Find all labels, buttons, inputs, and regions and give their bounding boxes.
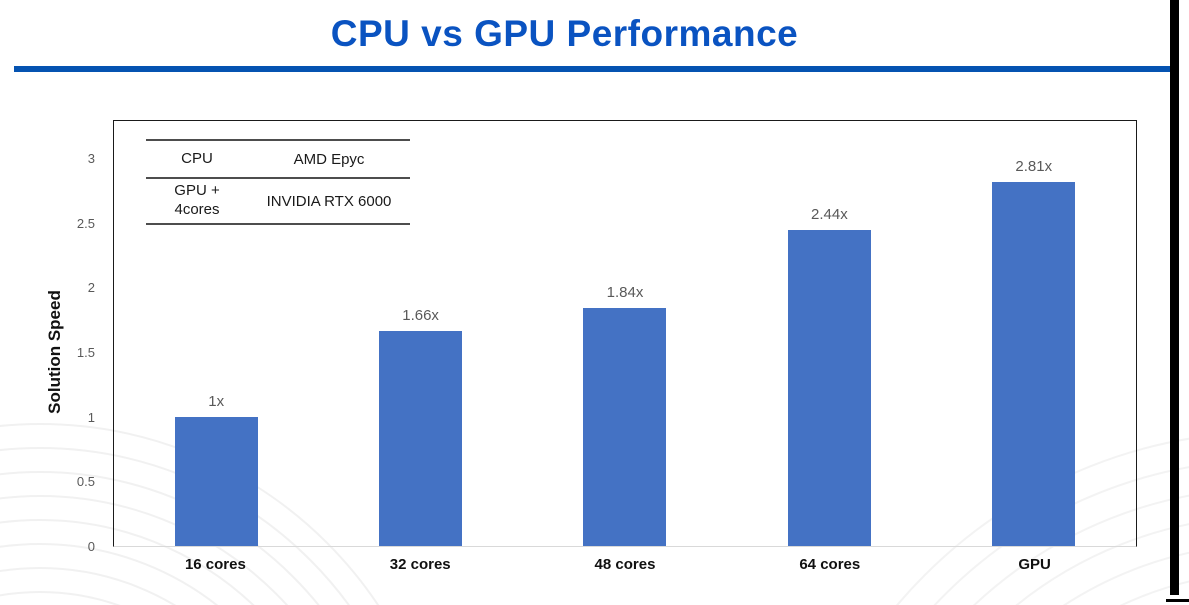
bar-value-label: 1.66x (402, 307, 439, 325)
bar-value-label: 1.84x (606, 283, 644, 301)
legend-table-row: CPU AMD Epyc (146, 139, 410, 177)
x-axis-label-gpu: GPU (1018, 556, 1051, 573)
bar-32-cores (379, 331, 463, 546)
legend-table-row: GPU + 4cores INVIDIA RTX 6000 (146, 177, 410, 223)
x-axis-label-64-cores: 64 cores (799, 556, 861, 573)
bar-series: 1x 1.66x 1.84x 2.44x 2.81x (114, 121, 1136, 546)
bottom-right-edge-line (1166, 599, 1189, 602)
y-axis-tick-1-5: 1.5 (76, 344, 95, 360)
x-axis-label-16-cores: 16 cores (184, 556, 246, 573)
legend-table: CPU AMD Epyc GPU + 4cores INVIDIA RTX 60… (146, 139, 410, 225)
x-axis-label-32-cores: 32 cores (389, 556, 451, 573)
legend-cell-gpu-value: INVIDIA RTX 6000 (266, 192, 392, 210)
bar-16-cores (174, 416, 258, 546)
y-axis-tick-0-5: 0.5 (76, 474, 95, 490)
bar-column-gpu: 2.81x (932, 121, 1136, 546)
y-axis-tick-2-5: 2.5 (76, 215, 95, 231)
y-axis-tick-3: 3 (87, 150, 95, 166)
page-title: CPU vs GPU Performance (330, 13, 799, 54)
bar-column-32-cores: 1.66x (318, 121, 522, 546)
bar-column-48-cores: 1.84x (523, 121, 727, 546)
bar-48-cores (583, 307, 667, 546)
plot-area: 1x 1.66x 1.84x 2.44x 2.81x CPU AMD Epyc GPU … (113, 120, 1137, 547)
y-axis-tick-0: 0 (87, 539, 95, 554)
y-axis-tick-2: 2 (87, 280, 95, 296)
legend-cell-cpu-label: CPU (181, 149, 213, 167)
bar-value-label: 2.81x (1015, 158, 1053, 176)
bar-gpu (992, 182, 1076, 546)
y-axis-tick-1: 1 (87, 409, 95, 425)
bar-column-64-cores: 2.44x (727, 121, 931, 546)
x-axis-labels: 16 cores 32 cores 48 cores 64 cores GPU (113, 556, 1137, 573)
title-underline (14, 66, 1170, 72)
bar-value-label: 2.44x (811, 206, 848, 224)
right-edge-bar (1170, 0, 1179, 595)
x-axis-label-48-cores: 48 cores (594, 556, 656, 573)
bar-column-16-cores: 1x (114, 121, 318, 546)
y-axis-ticks: 0 0.5 1 1.5 2 2.5 3 (0, 120, 105, 554)
bar-64-cores (787, 230, 871, 546)
legend-cell-gpu-label: GPU + 4cores (174, 182, 220, 218)
legend-cell-cpu-value: AMD Epyc (293, 150, 365, 168)
bar-value-label: 1x (208, 392, 225, 410)
